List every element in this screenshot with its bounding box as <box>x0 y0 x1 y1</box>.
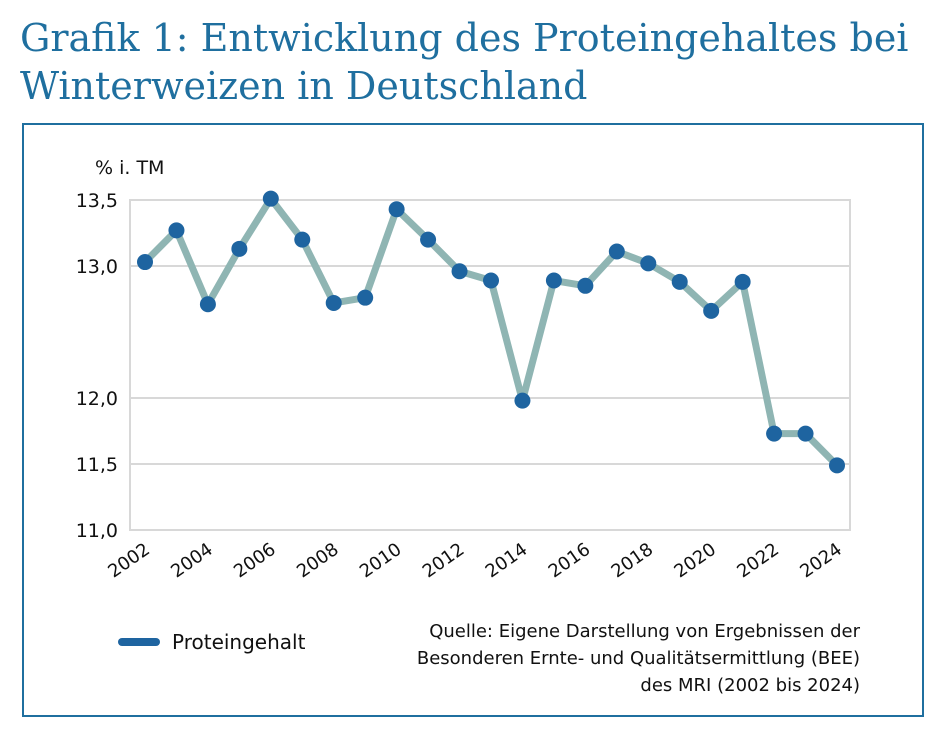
plot-area <box>129 199 851 531</box>
data-point <box>199 296 216 313</box>
chart-frame <box>22 123 924 717</box>
y-tick-label: 13,5 <box>76 190 118 212</box>
chart-title-line-2: Winterweizen in Deutschland <box>20 64 588 108</box>
data-point <box>514 392 531 409</box>
data-point <box>451 263 468 280</box>
y-tick-label: 11,5 <box>76 454 118 476</box>
data-point <box>262 190 279 207</box>
y-axis-label: % i. TM <box>95 157 164 179</box>
y-tick-label: 13,0 <box>76 256 118 278</box>
data-point <box>357 289 374 306</box>
data-point <box>483 272 499 289</box>
x-tick-label: 2010 <box>356 539 406 582</box>
y-tick-label: 11,0 <box>76 520 118 542</box>
x-tick-label: 2022 <box>733 539 783 582</box>
legend-label-proteingehalt: Proteingehalt <box>172 630 306 654</box>
y-tick-label: 12,0 <box>76 388 118 410</box>
series-line-proteingehalt <box>141 195 841 469</box>
source-line-1: Quelle: Eigene Darstellung von Ergebniss… <box>429 621 860 642</box>
data-point <box>671 273 688 290</box>
grid-lines <box>130 265 850 465</box>
data-point <box>168 222 185 239</box>
data-point <box>231 240 248 257</box>
x-tick-label: 2004 <box>167 539 217 582</box>
data-point <box>577 277 594 294</box>
x-tick-label: 2020 <box>670 539 720 582</box>
data-point <box>766 425 783 442</box>
source-line-2: Besonderen Ernte- und Qualitätsermittlun… <box>416 648 860 669</box>
data-point <box>137 254 153 271</box>
data-point <box>545 272 562 289</box>
x-tick-label: 2014 <box>482 539 532 582</box>
x-tick-label: 2016 <box>545 539 595 582</box>
x-tick-label: 2008 <box>293 539 343 582</box>
x-tick-label: 2006 <box>230 539 280 582</box>
source-line-3: des MRI (2002 bis 2024) <box>640 675 860 696</box>
legend: Proteingehalt <box>118 630 305 654</box>
x-tick-label: 2018 <box>608 539 658 582</box>
x-tick-label: 2024 <box>796 539 846 582</box>
data-point <box>325 294 342 311</box>
legend-swatch-proteingehalt <box>118 638 160 646</box>
data-point <box>608 243 625 260</box>
data-point <box>420 231 437 248</box>
data-point <box>294 231 311 248</box>
data-point <box>829 457 845 474</box>
data-point <box>640 255 657 272</box>
x-axis-ticks: 2002 2004 2006 2008 2010 2012 2014 2016 2018 2020… <box>104 539 846 582</box>
data-point <box>388 201 405 218</box>
x-tick-label: 2012 <box>419 539 469 582</box>
data-point <box>734 273 751 290</box>
data-point <box>703 302 720 319</box>
x-tick-label: 2002 <box>104 539 154 582</box>
y-axis-ticks: 11,0 11,5 12,0 13,0 13,5 <box>76 190 118 542</box>
chart-title: Grafik 1: Entwicklung des Proteingehalte… <box>20 14 930 110</box>
source-note: Quelle: Eigene Darstellung von Ergebniss… <box>360 618 860 699</box>
data-point <box>797 425 814 442</box>
chart-title-line-1: Grafik 1: Entwicklung des Proteingehalte… <box>20 16 909 60</box>
series-markers <box>137 190 845 474</box>
